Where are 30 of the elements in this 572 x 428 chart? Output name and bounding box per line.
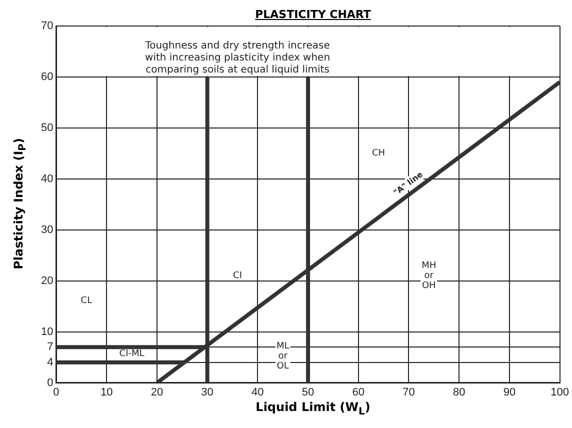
x-tick-label: 100 [550,386,570,398]
x-tick-label: 80 [452,386,466,398]
annotation: MH or OH [422,261,436,292]
x-tick-label: 50 [302,386,314,398]
y-tick-label: 4 [47,356,54,368]
y-tick-label: 60 [40,71,54,84]
x-tick-label: 60 [352,386,365,398]
annotation: CH [372,148,386,159]
x-tick-label: 40 [252,386,264,398]
annotation: Toughness and dry strength increase with increasing plasticity index when comparing soils at equal liquid limits [144,40,330,76]
y-tick-label: 20 [40,274,54,287]
y-tick-label: 10 [40,326,54,338]
annotation: CL [80,296,92,306]
y-tick-label: 50 [40,122,54,134]
x-axis-title: Liquid Limit (W$_{L}$) [254,400,372,418]
y-tick-label: 7 [47,341,54,354]
annotation: "A" line [392,170,425,198]
chart-title: PLASTICITY CHART [254,8,372,21]
y-tick-label: 70 [40,20,54,32]
y-tick-label: 40 [40,172,54,185]
x-tick-label: 70 [402,386,415,398]
annotation: CI [233,271,242,282]
y-tick-label: 0 [47,376,54,389]
x-tick-label: 90 [503,386,516,398]
y-tick-label: 30 [40,224,54,236]
x-tick-label: 30 [201,386,214,398]
annotation: CI-ML [119,348,144,359]
annotation: ML or OL [276,341,290,372]
x-tick-label: 20 [150,386,164,398]
x-tick-label: 10 [100,386,113,398]
